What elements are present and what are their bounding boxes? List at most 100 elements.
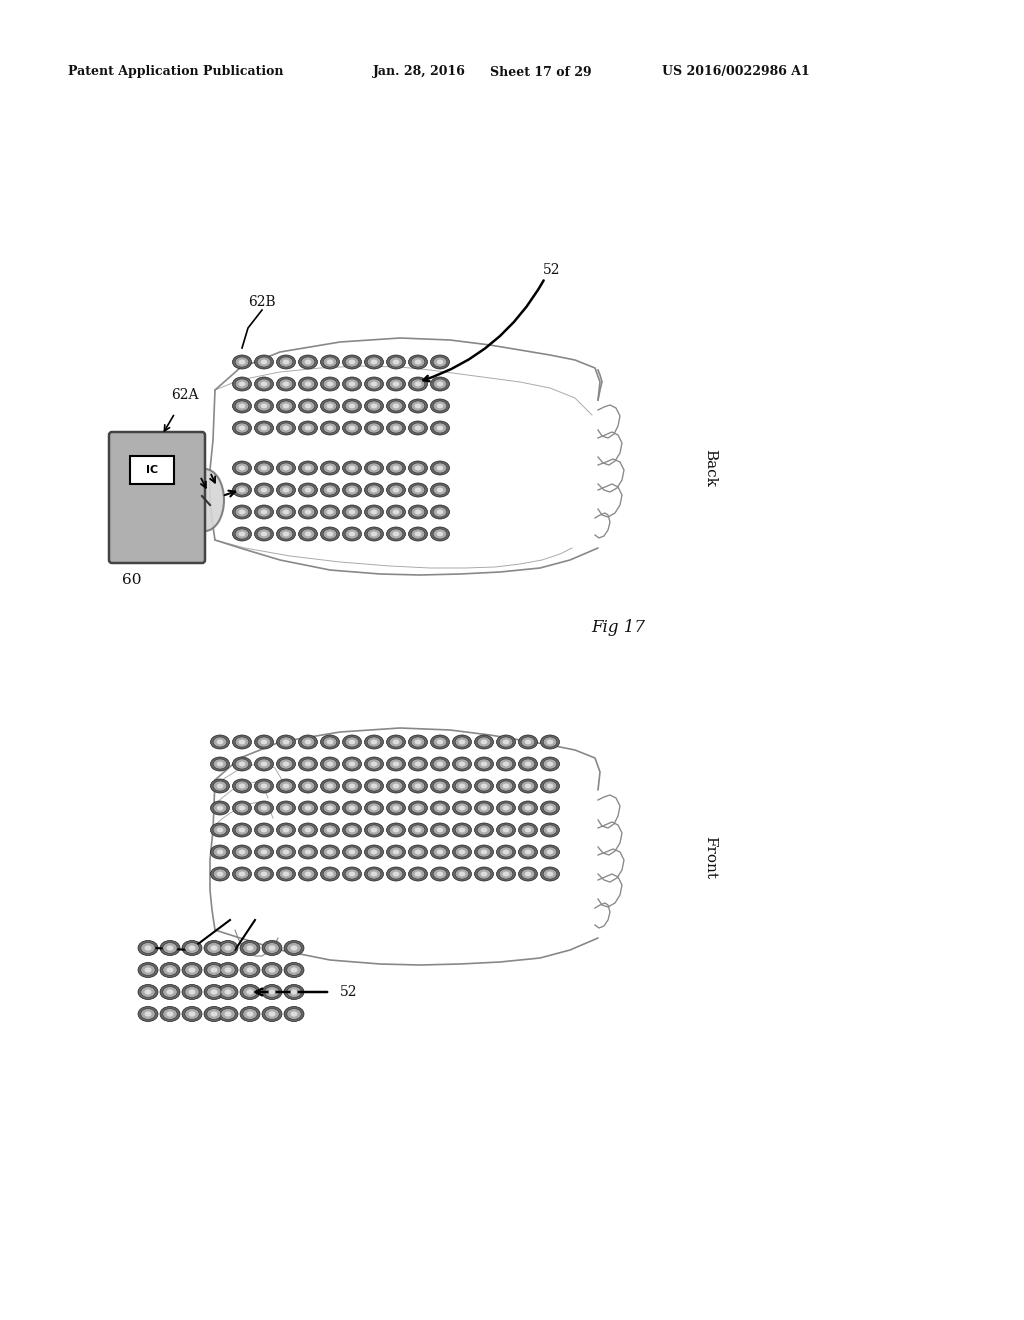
Ellipse shape	[342, 378, 361, 391]
Ellipse shape	[436, 404, 443, 408]
Ellipse shape	[327, 850, 334, 854]
Ellipse shape	[430, 735, 450, 748]
Ellipse shape	[480, 784, 487, 788]
Ellipse shape	[239, 510, 246, 515]
Ellipse shape	[232, 735, 252, 748]
Text: 62B: 62B	[248, 294, 275, 309]
Ellipse shape	[386, 867, 406, 880]
Ellipse shape	[477, 825, 490, 836]
Ellipse shape	[239, 805, 246, 810]
Ellipse shape	[365, 421, 384, 436]
Ellipse shape	[321, 867, 340, 880]
Ellipse shape	[503, 762, 509, 767]
Ellipse shape	[436, 532, 443, 536]
Ellipse shape	[327, 487, 334, 492]
Ellipse shape	[301, 781, 314, 791]
Ellipse shape	[499, 781, 513, 791]
Ellipse shape	[284, 985, 304, 999]
Ellipse shape	[141, 942, 156, 953]
Ellipse shape	[265, 942, 280, 953]
Ellipse shape	[217, 850, 223, 854]
Text: IC: IC	[146, 465, 158, 475]
Ellipse shape	[371, 510, 377, 515]
Ellipse shape	[386, 399, 406, 413]
Ellipse shape	[518, 867, 538, 880]
Ellipse shape	[255, 801, 273, 814]
Ellipse shape	[257, 529, 270, 539]
Ellipse shape	[543, 825, 557, 836]
Ellipse shape	[287, 942, 301, 953]
Ellipse shape	[409, 461, 427, 475]
Ellipse shape	[453, 822, 471, 837]
Ellipse shape	[386, 756, 406, 771]
Ellipse shape	[182, 940, 202, 956]
Ellipse shape	[543, 847, 557, 857]
Ellipse shape	[368, 869, 381, 879]
Ellipse shape	[389, 803, 402, 813]
Ellipse shape	[392, 871, 399, 876]
Ellipse shape	[497, 822, 515, 837]
Ellipse shape	[321, 483, 340, 498]
Ellipse shape	[430, 461, 450, 475]
Ellipse shape	[299, 527, 317, 541]
Ellipse shape	[276, 756, 296, 771]
Ellipse shape	[389, 507, 402, 517]
Ellipse shape	[365, 735, 384, 748]
Ellipse shape	[547, 762, 553, 767]
Ellipse shape	[389, 379, 402, 389]
Ellipse shape	[433, 825, 446, 836]
Ellipse shape	[305, 784, 311, 788]
Ellipse shape	[392, 850, 399, 854]
Ellipse shape	[412, 507, 425, 517]
Ellipse shape	[415, 359, 421, 364]
Ellipse shape	[389, 484, 402, 495]
Ellipse shape	[280, 507, 293, 517]
Ellipse shape	[453, 779, 471, 793]
Ellipse shape	[455, 803, 469, 813]
Ellipse shape	[368, 422, 381, 433]
Ellipse shape	[257, 781, 270, 791]
Ellipse shape	[255, 735, 273, 748]
Ellipse shape	[389, 759, 402, 770]
Ellipse shape	[239, 487, 246, 492]
Ellipse shape	[349, 871, 355, 876]
Ellipse shape	[327, 784, 334, 788]
Ellipse shape	[239, 359, 246, 364]
Ellipse shape	[257, 803, 270, 813]
Ellipse shape	[299, 867, 317, 880]
Ellipse shape	[524, 739, 531, 744]
Ellipse shape	[371, 487, 377, 492]
Ellipse shape	[430, 527, 450, 541]
Ellipse shape	[284, 962, 304, 978]
Ellipse shape	[327, 828, 334, 833]
Ellipse shape	[247, 990, 254, 995]
Ellipse shape	[345, 356, 358, 367]
Ellipse shape	[368, 507, 381, 517]
Ellipse shape	[239, 850, 246, 854]
Ellipse shape	[459, 828, 465, 833]
Ellipse shape	[299, 355, 317, 370]
Ellipse shape	[213, 803, 227, 813]
Ellipse shape	[386, 355, 406, 370]
Ellipse shape	[301, 422, 314, 433]
Ellipse shape	[430, 756, 450, 771]
Ellipse shape	[392, 425, 399, 430]
Ellipse shape	[433, 463, 446, 473]
Ellipse shape	[412, 869, 425, 879]
Ellipse shape	[433, 379, 446, 389]
Ellipse shape	[342, 461, 361, 475]
Ellipse shape	[255, 867, 273, 880]
Ellipse shape	[291, 945, 298, 950]
Ellipse shape	[455, 847, 469, 857]
Ellipse shape	[497, 801, 515, 814]
Ellipse shape	[239, 739, 246, 744]
Ellipse shape	[453, 867, 471, 880]
Ellipse shape	[138, 940, 158, 956]
Text: Jan. 28, 2016: Jan. 28, 2016	[373, 66, 466, 78]
Ellipse shape	[280, 803, 293, 813]
Ellipse shape	[518, 735, 538, 748]
Ellipse shape	[276, 779, 296, 793]
Ellipse shape	[204, 985, 224, 999]
Ellipse shape	[261, 381, 267, 387]
Ellipse shape	[521, 781, 535, 791]
